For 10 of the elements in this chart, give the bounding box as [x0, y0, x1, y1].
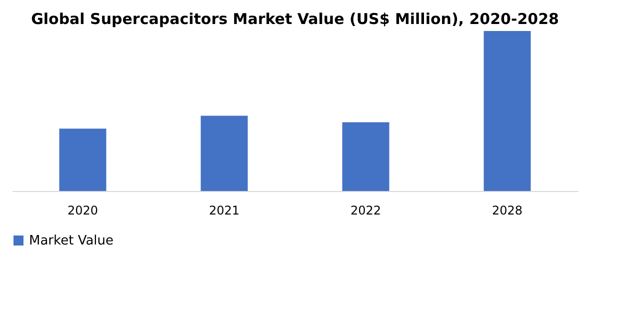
x-tick-label: 2022 [350, 204, 382, 218]
bar [200, 116, 248, 191]
chart-title: Global Supercapacitors Market Value (US$ Million), 2020-2028 [31, 10, 559, 28]
x-tick-label: 2020 [67, 204, 98, 218]
bar [342, 122, 390, 191]
x-tick-label: 2021 [208, 204, 240, 218]
legend-label: Market Value [29, 234, 114, 248]
bar [484, 31, 531, 191]
x-tick-label: 2028 [492, 204, 523, 218]
bar [59, 128, 106, 191]
